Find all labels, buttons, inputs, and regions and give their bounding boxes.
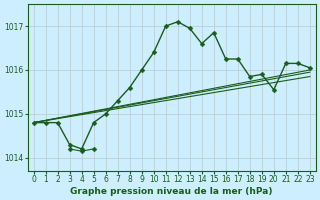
- X-axis label: Graphe pression niveau de la mer (hPa): Graphe pression niveau de la mer (hPa): [70, 187, 273, 196]
